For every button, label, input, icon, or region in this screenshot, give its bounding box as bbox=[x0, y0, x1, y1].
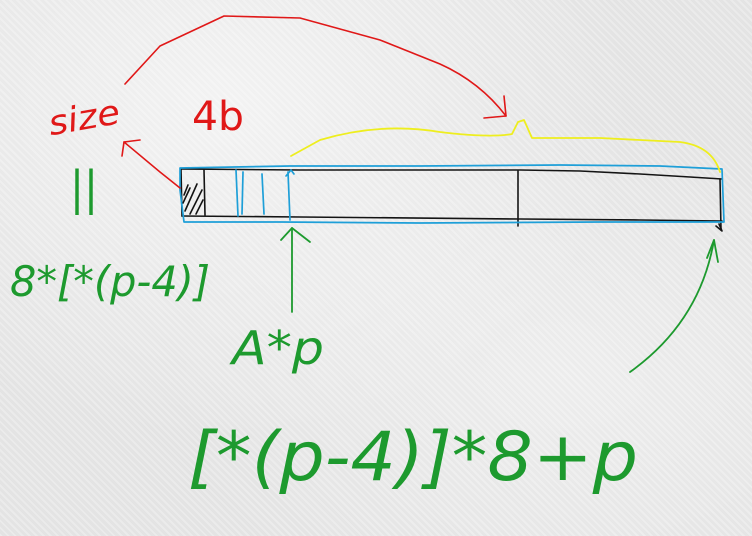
memory-buffer bbox=[180, 168, 723, 232]
blue-cell-mark-3 bbox=[261, 173, 265, 215]
blue-cell-mark-4 bbox=[285, 169, 295, 221]
header-bytes-label: 4b bbox=[192, 94, 244, 140]
size-pointer-arrowhead bbox=[121, 139, 141, 157]
size-label: size bbox=[45, 92, 123, 144]
size-pointer-arrow bbox=[123, 141, 181, 189]
text-labels: size 4b || 8*[*(p-4)] A*p [*(p-4)]*8+p bbox=[10, 92, 638, 497]
header-hatch bbox=[182, 183, 204, 215]
buffer-bottom-edge bbox=[181, 215, 723, 222]
blue-cell-mark-1 bbox=[235, 169, 239, 217]
end-pointer-arrow bbox=[629, 239, 715, 373]
top-arc-arrowhead bbox=[483, 95, 507, 119]
top-arc-arrow bbox=[124, 15, 507, 117]
end-pointer-arrowhead bbox=[706, 239, 719, 263]
pointer-arrowhead bbox=[280, 227, 311, 243]
blue-buffer-outline bbox=[179, 164, 725, 224]
red-annotations bbox=[121, 15, 507, 189]
blue-cell-mark-2 bbox=[241, 171, 244, 215]
size-formula: 8*[*(p-4)] bbox=[10, 257, 210, 306]
buffer-top-edge bbox=[180, 168, 723, 180]
data-region-brace bbox=[290, 119, 721, 173]
green-annotations bbox=[280, 227, 719, 373]
equals-mark: || bbox=[70, 161, 98, 216]
pointer-label: A*p bbox=[229, 321, 324, 375]
header-divider bbox=[203, 169, 206, 216]
end-formula: [*(p-4)]*8+p bbox=[188, 418, 638, 497]
blue-outline bbox=[179, 164, 725, 224]
buffer-end-tick bbox=[715, 223, 723, 232]
